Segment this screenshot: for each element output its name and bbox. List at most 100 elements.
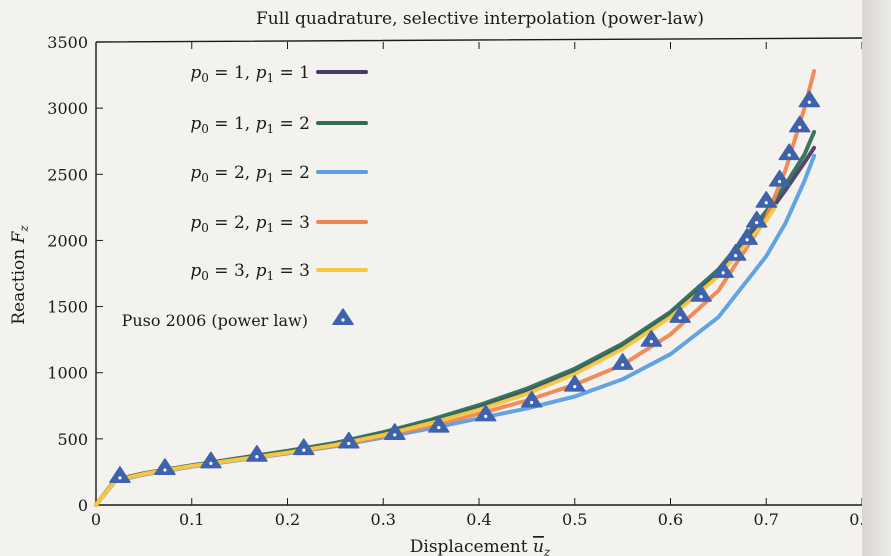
- x-axis-label-symbol: u: [533, 537, 544, 556]
- marker-outer: [755, 190, 777, 208]
- marker-dot: [755, 220, 759, 225]
- marker-dot: [209, 461, 213, 465]
- marker-dot: [699, 295, 703, 299]
- marker-outer: [745, 210, 768, 228]
- y-tick-label: 1500: [47, 298, 88, 317]
- marker-dot: [807, 100, 811, 104]
- x-tick-label: 0: [91, 510, 101, 529]
- x-axis-label-subscript: z: [543, 545, 551, 556]
- marker-dot: [302, 448, 306, 452]
- marker-outer: [200, 451, 222, 469]
- legend-label-1: p0 = 1, p1 = 1: [190, 63, 310, 85]
- x-tick-label: 0.1: [179, 510, 204, 529]
- x-tick-label: 0.2: [275, 510, 300, 529]
- data-marker: [246, 444, 268, 462]
- marker-outer: [768, 169, 791, 187]
- marker-dot: [347, 441, 351, 446]
- chart-svg: Full quadrature, selective interpolation…: [0, 0, 862, 556]
- data-marker: [383, 423, 406, 440]
- data-marker: [428, 415, 450, 433]
- marker-outer: [798, 90, 821, 108]
- marker-dot: [649, 340, 653, 344]
- x-tick-label: 0.7: [754, 510, 779, 529]
- marker-outer: [690, 284, 712, 302]
- marker-dot: [798, 125, 802, 129]
- data-marker: [789, 115, 811, 133]
- y-tick-label: 2000: [47, 231, 88, 250]
- data-marker: [338, 431, 360, 449]
- x-axis-label-text: Displacement: [410, 537, 533, 556]
- marker-outer: [789, 115, 811, 133]
- y-tick-label: 1000: [47, 364, 88, 383]
- page-edge-shadow: [862, 0, 891, 556]
- y-tick-label: 2500: [47, 165, 88, 184]
- series-line-5: [94, 204, 778, 507]
- marker-dot: [734, 254, 738, 258]
- x-tick-label: 0.6: [658, 510, 683, 529]
- data-marker: [712, 261, 734, 278]
- data-marker: [640, 329, 663, 347]
- data-marker: [724, 243, 747, 261]
- y-axis-label-subscript: z: [17, 225, 31, 233]
- data-marker: [611, 353, 634, 370]
- marker-dot: [530, 400, 534, 405]
- data-marker: [200, 451, 222, 469]
- marker-outer: [640, 329, 663, 347]
- y-tick-label: 3500: [47, 33, 88, 52]
- data-marker: [778, 143, 800, 161]
- marker-outer: [338, 431, 360, 449]
- y-tick-label: 0: [78, 496, 88, 515]
- data-marker: [564, 374, 586, 392]
- legend-label-2: p0 = 1, p1 = 2: [190, 114, 310, 136]
- data-marker: [474, 404, 497, 422]
- legend-label-3: p0 = 2, p1 = 2: [190, 163, 310, 185]
- x-tick-label: 0.5: [562, 510, 587, 529]
- data-marker: [736, 228, 758, 245]
- marker-outer: [428, 415, 450, 433]
- data-marker: [109, 466, 131, 483]
- marker-dot: [764, 201, 768, 205]
- marker-outer: [246, 444, 268, 462]
- legend-label-4: p0 = 2, p1 = 3: [190, 213, 310, 235]
- marker-outer: [383, 423, 406, 440]
- marker-outer: [724, 243, 747, 261]
- marker-dot: [721, 271, 725, 275]
- data-marker: [798, 90, 821, 108]
- y-tick-label: 3000: [47, 99, 88, 118]
- data-marker: [745, 210, 768, 228]
- x-tick-label: 0.3: [371, 510, 396, 529]
- marker-dot: [787, 153, 791, 157]
- data-marker: [154, 458, 176, 476]
- y-axis-label-text: Reaction: [9, 243, 29, 324]
- y-axis-label: Reaction Fz: [9, 225, 31, 325]
- data-marker: [755, 190, 777, 208]
- y-axis-label-symbol: F: [9, 230, 29, 244]
- marker-outer: [736, 228, 758, 245]
- legend-label-5: p0 = 3, p1 = 3: [190, 261, 310, 283]
- marker-dot: [437, 426, 441, 430]
- marker-dot: [678, 316, 682, 320]
- marker-dot: [778, 179, 782, 184]
- data-marker: [669, 306, 691, 323]
- marker-dot: [573, 385, 577, 389]
- chart-title: Full quadrature, selective interpolation…: [256, 9, 704, 29]
- marker-dot: [621, 363, 625, 367]
- data-marker: [520, 390, 543, 408]
- legend-marker-swatch: [332, 308, 354, 326]
- marker-outer: [778, 143, 800, 161]
- chart-background: [0, 0, 862, 556]
- marker-outer: [109, 466, 131, 483]
- marker-outer: [154, 458, 176, 476]
- marker-dot: [484, 414, 488, 418]
- data-marker: [768, 169, 791, 187]
- data-marker: [690, 284, 712, 302]
- marker-dot: [118, 476, 122, 480]
- legend-label-markers: Puso 2006 (power law): [122, 311, 308, 330]
- x-axis-label: Displacement uz: [410, 537, 551, 556]
- x-tick-label: 0.4: [466, 510, 491, 529]
- marker-dot: [163, 468, 167, 472]
- marker-outer: [293, 438, 315, 456]
- marker-dot: [255, 455, 259, 459]
- data-marker: [293, 438, 315, 456]
